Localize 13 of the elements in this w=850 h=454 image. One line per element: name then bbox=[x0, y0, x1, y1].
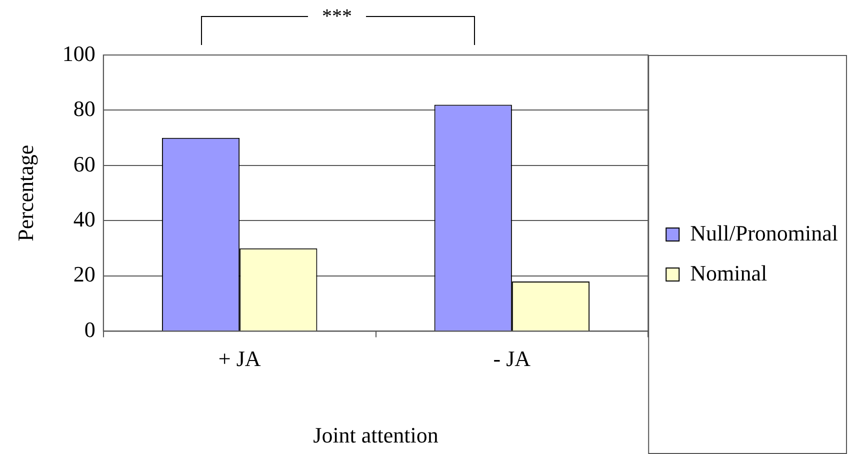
y-tick-label: 20 bbox=[73, 262, 96, 287]
y-tick-label: 100 bbox=[62, 40, 96, 66]
x-axis-title: Joint attention bbox=[313, 422, 438, 448]
y-axis-title: Percentage bbox=[12, 144, 38, 242]
x-tick-label: - JA bbox=[493, 346, 531, 372]
y-tick-label: 40 bbox=[73, 206, 96, 232]
y-tick-label: 60 bbox=[73, 151, 96, 176]
legend-label: Nominal bbox=[690, 260, 768, 286]
x-tick-label: + JA bbox=[218, 346, 261, 372]
text: *** bbox=[308, 6, 366, 28]
y-tick-label: 80 bbox=[73, 96, 96, 122]
y-tick-label: 0 bbox=[84, 316, 96, 342]
legend-label: Null/Pronominal bbox=[690, 220, 838, 246]
